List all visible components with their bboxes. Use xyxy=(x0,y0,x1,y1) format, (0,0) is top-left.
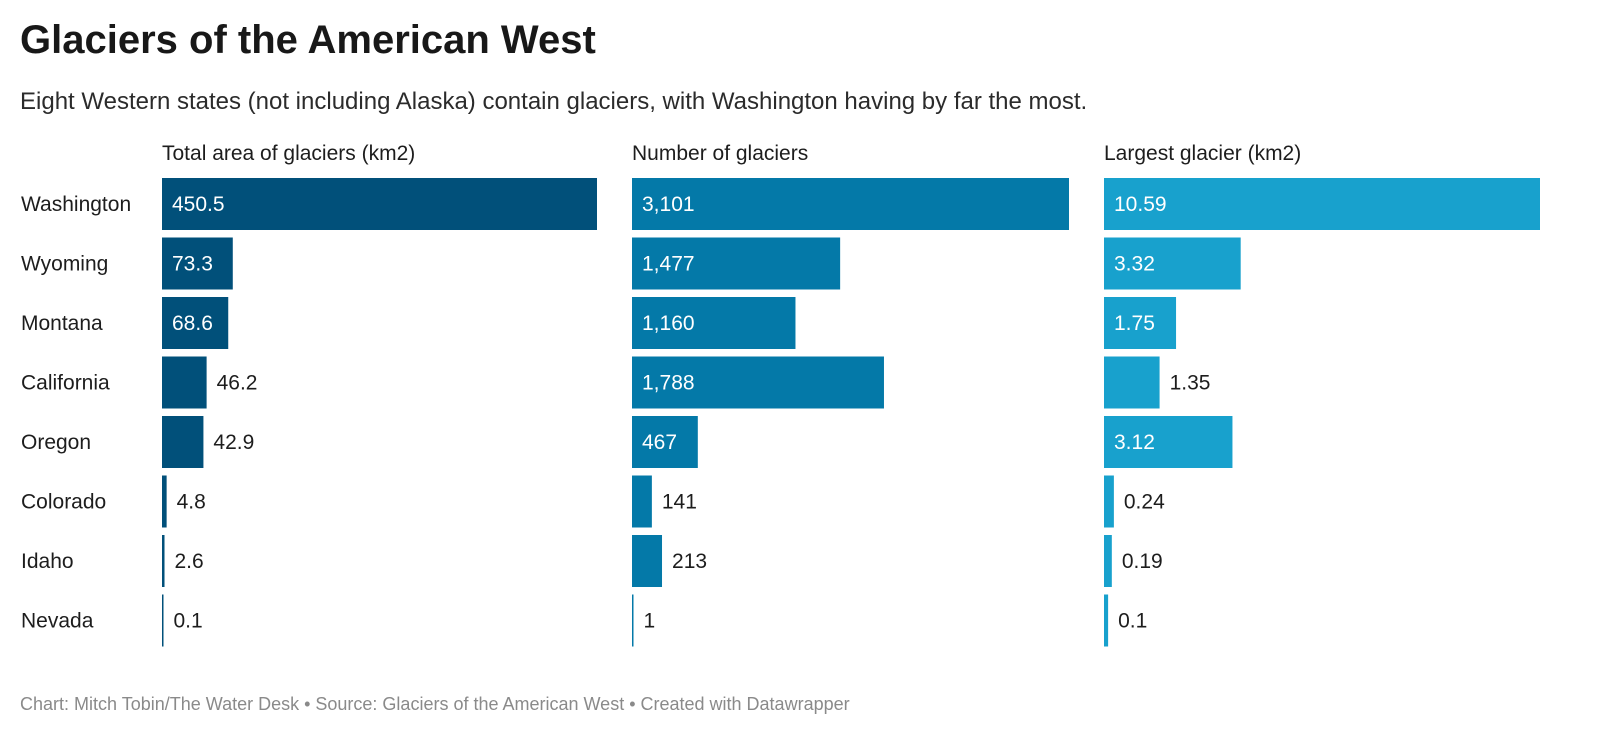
bar xyxy=(162,237,233,290)
category-label: Nevada xyxy=(21,610,94,633)
bar xyxy=(1104,237,1241,290)
data-label: 0.1 xyxy=(174,610,203,633)
data-label: 3.32 xyxy=(1114,253,1155,276)
bar xyxy=(1104,416,1233,468)
data-label: 2.6 xyxy=(175,550,204,573)
bar xyxy=(1104,178,1540,230)
chart-subtitle: Eight Western states (not including Alas… xyxy=(20,88,1088,115)
data-label: 10.59 xyxy=(1114,193,1167,216)
bar xyxy=(632,475,652,528)
panel-header: Total area of glaciers (km2) xyxy=(162,142,415,165)
bar xyxy=(1104,535,1112,587)
data-label: 3.12 xyxy=(1114,431,1155,454)
bar xyxy=(1104,297,1177,349)
category-label: Oregon xyxy=(21,431,91,454)
category-label: Montana xyxy=(21,312,103,335)
data-label: 3,101 xyxy=(642,193,695,216)
category-label: California xyxy=(21,372,110,395)
data-label: 213 xyxy=(672,550,707,573)
bar xyxy=(632,237,841,290)
bar xyxy=(162,416,204,468)
bar xyxy=(1104,475,1114,528)
data-label: 73.3 xyxy=(172,253,213,276)
chart-title: Glaciers of the American West xyxy=(20,18,596,62)
data-label: 0.1 xyxy=(1118,610,1147,633)
bar xyxy=(162,356,207,409)
data-label: 450.5 xyxy=(172,193,225,216)
data-label: 1.75 xyxy=(1114,312,1155,335)
panel-header: Number of glaciers xyxy=(632,142,808,165)
data-label: 1,788 xyxy=(642,372,695,395)
data-label: 141 xyxy=(662,491,697,514)
data-label: 46.2 xyxy=(217,372,258,395)
data-label: 0.19 xyxy=(1122,550,1163,573)
data-label: 0.24 xyxy=(1124,491,1165,514)
bar xyxy=(162,178,597,230)
bar xyxy=(632,535,663,587)
bar xyxy=(162,594,164,647)
bar xyxy=(632,297,796,349)
bar xyxy=(162,475,167,528)
category-label: Idaho xyxy=(21,550,74,573)
panel-header: Largest glacier (km2) xyxy=(1104,142,1301,165)
category-label: Colorado xyxy=(21,491,106,514)
bar xyxy=(632,178,1069,230)
data-label: 1,160 xyxy=(642,312,695,335)
data-label: 4.8 xyxy=(177,491,206,514)
data-label: 1,477 xyxy=(642,253,695,276)
bar xyxy=(632,594,634,647)
bar xyxy=(1104,594,1109,647)
category-label: Washington xyxy=(21,193,131,216)
bar xyxy=(632,356,884,409)
bar xyxy=(162,535,165,587)
bar xyxy=(632,416,698,468)
chart-footer: Chart: Mitch Tobin/The Water Desk • Sour… xyxy=(20,694,850,714)
category-label: Wyoming xyxy=(21,253,108,276)
data-label: 467 xyxy=(642,431,677,454)
data-label: 68.6 xyxy=(172,312,213,335)
bar xyxy=(162,297,229,349)
data-label: 42.9 xyxy=(213,431,254,454)
bar xyxy=(1104,356,1160,409)
data-label: 1.35 xyxy=(1170,372,1211,395)
data-label: 1 xyxy=(644,610,656,633)
